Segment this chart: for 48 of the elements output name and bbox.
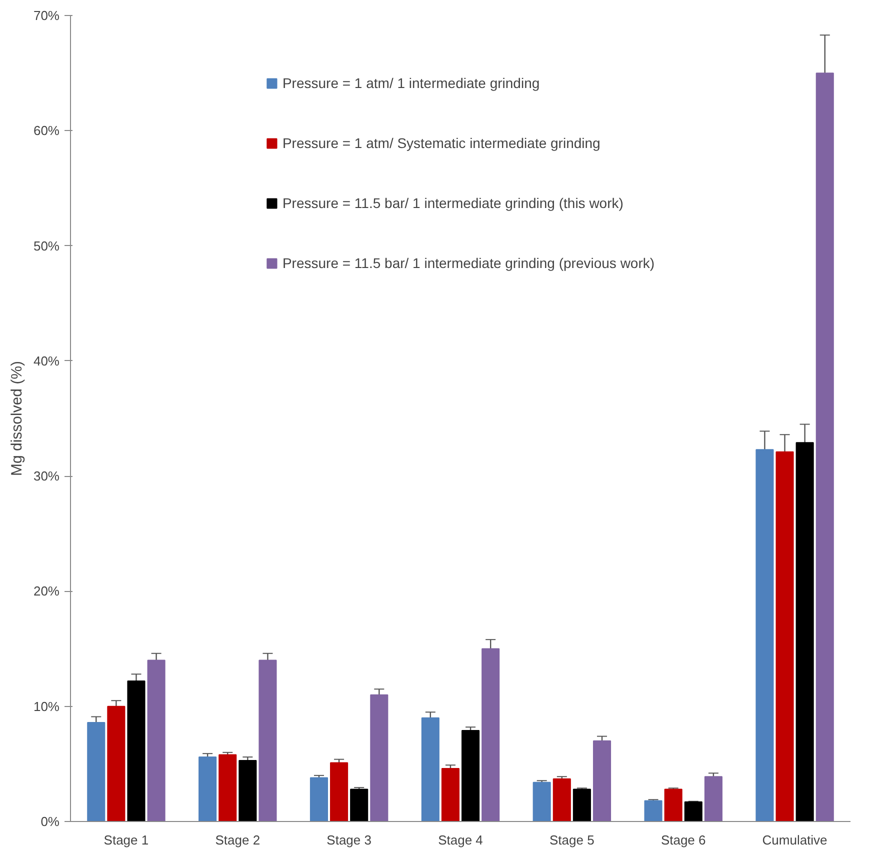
bar xyxy=(816,72,834,822)
bar xyxy=(107,706,126,822)
y-tick-label: 60% xyxy=(33,123,60,138)
x-tick-label: Stage 2 xyxy=(215,832,260,848)
bar xyxy=(532,782,551,822)
y-tick-label: 0% xyxy=(40,814,60,829)
y-axis-title: Mg dissolved (%) xyxy=(8,360,26,476)
y-tick-label: 50% xyxy=(33,238,60,254)
x-tick-label: Stage 4 xyxy=(438,832,483,848)
bar xyxy=(796,442,814,822)
bar xyxy=(776,451,794,822)
bar xyxy=(198,756,217,822)
y-tick-label: 70% xyxy=(33,8,60,23)
x-tick-label: Stage 1 xyxy=(104,832,149,848)
x-tick-label: Stage 6 xyxy=(660,832,706,848)
bar xyxy=(441,768,460,822)
x-tick-label: Cumulative xyxy=(762,832,828,848)
bar xyxy=(552,778,571,822)
bar xyxy=(147,660,166,822)
bar xyxy=(421,717,440,822)
legend-label: Pressure = 11.5 bar/ 1 intermediate grinding (this work) xyxy=(282,195,624,211)
y-tick-label: 30% xyxy=(33,468,60,484)
bar xyxy=(87,722,106,822)
y-tick-label: 40% xyxy=(33,353,60,368)
legend-label: Pressure = 11.5 bar/ 1 intermediate grinding (previous work) xyxy=(282,255,655,271)
x-tick-label: Stage 3 xyxy=(326,832,372,848)
bar xyxy=(644,800,662,822)
bar xyxy=(127,680,146,822)
bar xyxy=(664,788,682,822)
bar xyxy=(218,754,237,822)
bar xyxy=(238,760,257,822)
bar xyxy=(482,648,500,822)
y-tick-label: 10% xyxy=(33,698,60,714)
bar xyxy=(350,788,368,822)
bar xyxy=(330,762,348,822)
bar xyxy=(370,694,388,822)
legend-label: Pressure = 1 atm/ Systematic intermediate grinding xyxy=(282,135,600,151)
bar xyxy=(684,801,702,822)
legend-label: Pressure = 1 atm/ 1 intermediate grinding xyxy=(282,75,540,91)
bar xyxy=(592,740,612,822)
bar xyxy=(756,449,774,822)
y-tick-label: 20% xyxy=(33,584,60,599)
bar xyxy=(258,660,277,822)
x-tick-label: Stage 5 xyxy=(550,832,594,848)
bar xyxy=(310,777,328,822)
bar xyxy=(704,776,722,822)
bar xyxy=(462,730,480,822)
bar xyxy=(572,788,591,822)
